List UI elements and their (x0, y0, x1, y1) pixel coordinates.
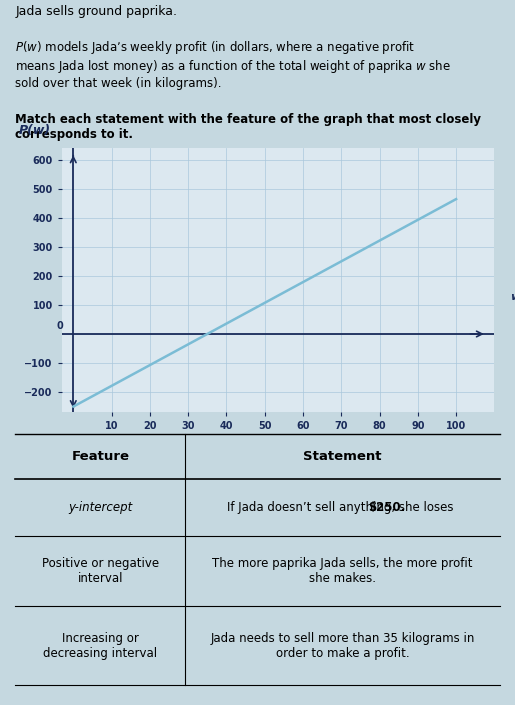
Text: Jada needs to sell more than 35 kilograms in
order to make a profit.: Jada needs to sell more than 35 kilogram… (210, 632, 475, 660)
Text: If Jada doesn’t sell anything, she loses: If Jada doesn’t sell anything, she loses (227, 501, 458, 514)
Text: $250.: $250. (368, 501, 405, 514)
Text: 0: 0 (57, 321, 64, 331)
Text: P(w): P(w) (19, 125, 50, 137)
Text: Feature: Feature (72, 450, 129, 463)
Text: y-intercept: y-intercept (68, 501, 132, 514)
Text: w: w (509, 293, 515, 302)
Text: Increasing or
decreasing interval: Increasing or decreasing interval (43, 632, 158, 660)
Text: Statement: Statement (303, 450, 382, 463)
Text: Match each statement with the feature of the graph that most closely
corresponds: Match each statement with the feature of… (15, 114, 482, 141)
Text: Jada sells ground paprika.: Jada sells ground paprika. (15, 5, 178, 18)
Text: $\mathit{P}(\mathit{w})$ models Jada’s weekly profit (in dollars, where a negati: $\mathit{P}(\mathit{w})$ models Jada’s w… (15, 39, 452, 90)
Text: Positive or negative
interval: Positive or negative interval (42, 557, 159, 585)
Text: The more paprika Jada sells, the more profit
she makes.: The more paprika Jada sells, the more pr… (212, 557, 473, 585)
